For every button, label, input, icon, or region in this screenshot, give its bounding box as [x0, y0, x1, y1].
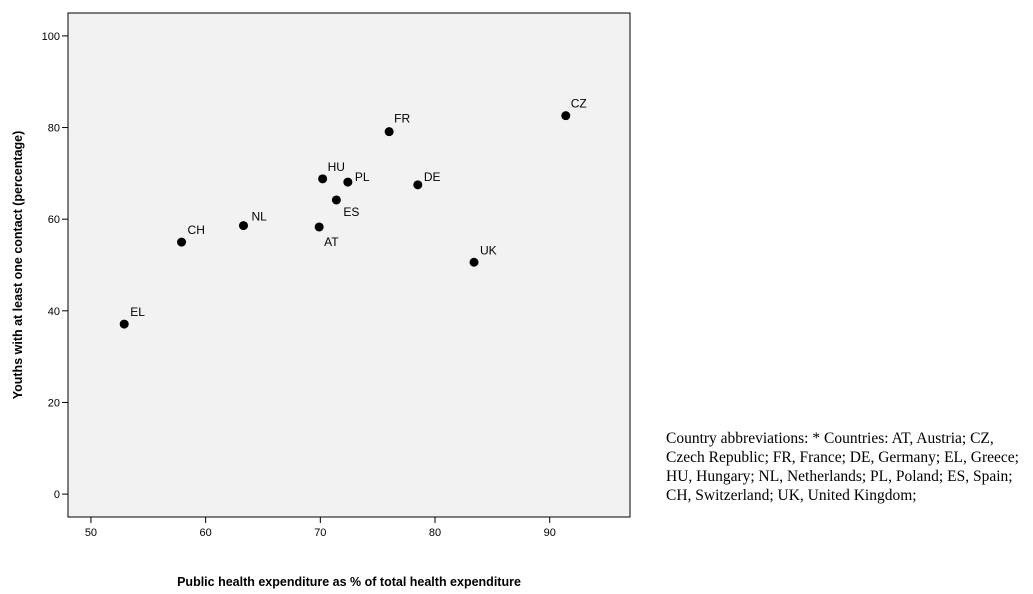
- point-label-at: AT: [324, 235, 339, 249]
- point-label-uk: UK: [480, 243, 497, 257]
- point-label-es: ES: [343, 205, 359, 219]
- point-label-ch: CH: [188, 223, 205, 237]
- y-tick-label: 20: [48, 397, 60, 409]
- x-tick-label: 90: [544, 527, 556, 539]
- point-cz: [561, 111, 571, 121]
- point-nl: [238, 221, 248, 231]
- point-label-pl: PL: [355, 170, 370, 184]
- point-de: [413, 180, 423, 190]
- scatter-chart: 0 20 40 60 80 100 50 60 70 80 90 EL CH NL AT HU ES PL FR…: [11, 12, 631, 589]
- point-label-cz: CZ: [571, 97, 587, 111]
- point-label-de: DE: [424, 170, 441, 184]
- point-hu: [318, 174, 328, 184]
- point-fr: [384, 127, 394, 137]
- x-axis-title: Public health expenditure as % of total …: [177, 575, 521, 589]
- plot-area: [67, 12, 631, 518]
- country-abbreviations-note: Country abbreviations: * Countries: AT, …: [666, 430, 1019, 504]
- x-tick-label: 70: [314, 527, 326, 539]
- data-points: EL CH NL AT HU ES PL FR DE UK CZ: [119, 97, 587, 329]
- point-label-hu: HU: [328, 160, 345, 174]
- y-tick-label: 40: [48, 306, 60, 318]
- y-tick-label: 80: [48, 123, 60, 135]
- y-tick-label: 0: [54, 489, 60, 501]
- x-axis: 50 60 70 80 90: [85, 517, 556, 539]
- y-axis: 0 20 40 60 80 100: [42, 31, 68, 501]
- x-tick-label: 50: [85, 527, 97, 539]
- point-label-nl: NL: [251, 210, 267, 224]
- point-es: [331, 195, 341, 205]
- y-tick-label: 60: [48, 214, 60, 226]
- x-tick-label: 60: [200, 527, 212, 539]
- point-pl: [343, 177, 353, 187]
- y-axis-title: Youths with at least one contact (percen…: [11, 131, 25, 400]
- point-ch: [177, 237, 187, 247]
- point-label-fr: FR: [394, 112, 410, 126]
- x-tick-label: 80: [429, 527, 441, 539]
- y-tick-label: 100: [42, 31, 60, 43]
- point-el: [119, 319, 129, 329]
- point-at: [314, 222, 324, 232]
- point-uk: [469, 257, 479, 267]
- point-label-el: EL: [130, 305, 145, 319]
